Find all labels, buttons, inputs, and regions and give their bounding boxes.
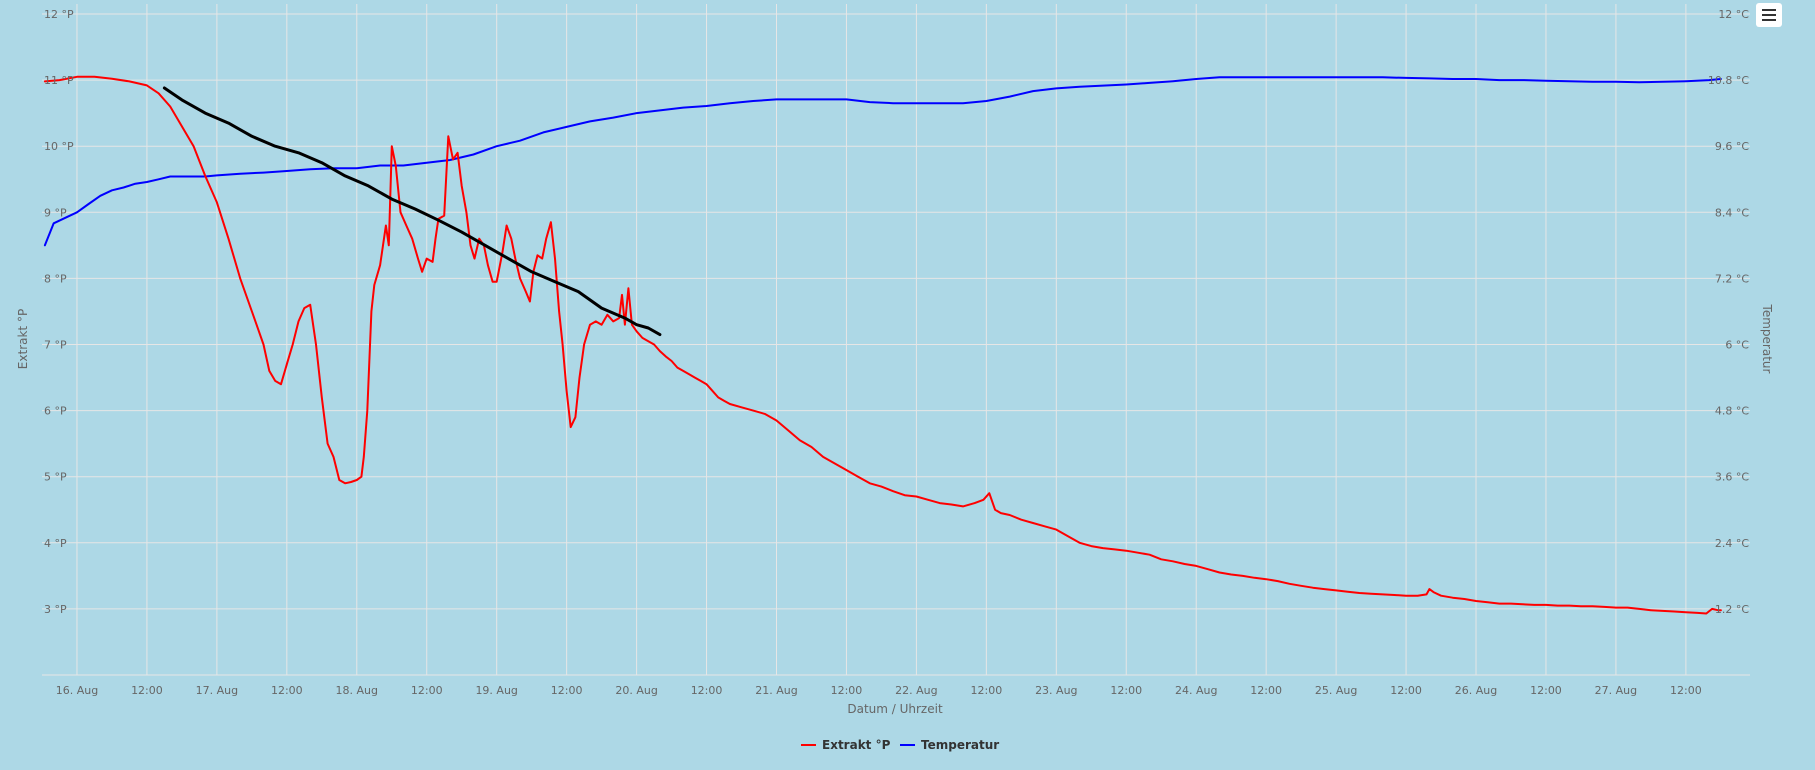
x-tick-label: 17. Aug	[196, 684, 238, 697]
y-right-tick-label: 2.4 °C	[1715, 537, 1749, 550]
y-left-tick-label: 6 °P	[44, 405, 67, 418]
right-y-axis-tick-labels: 1.2 °C 2.4 °C 3.6 °C 4.8 °C 6 °C 7.2 °C 8.4 °C…	[1708, 8, 1749, 616]
x-tick-label: 12:00	[1530, 684, 1562, 697]
x-tick-label: 19. Aug	[475, 684, 517, 697]
y-right-tick-label: 8.4 °C	[1715, 206, 1749, 219]
y-right-tick-label: 12 °C	[1718, 8, 1749, 21]
x-tick-label: 12:00	[271, 684, 303, 697]
y-right-tick-label: 10.8 °C	[1708, 74, 1749, 87]
hamburger-menu-icon-bar	[1762, 14, 1776, 16]
y-left-tick-label: 8 °P	[44, 272, 67, 285]
y-left-tick-label: 3 °P	[44, 603, 67, 616]
x-tick-label: 18. Aug	[336, 684, 378, 697]
vertical-gridlines	[76, 4, 1687, 675]
chart-menu-button[interactable]	[1756, 3, 1782, 27]
y-right-tick-label: 7.2 °C	[1715, 272, 1749, 285]
y-right-tick-label: 9.6 °C	[1715, 140, 1749, 153]
x-tick-label: 12:00	[551, 684, 583, 697]
x-tick-label: 20. Aug	[615, 684, 657, 697]
y-left-tick-label: 4 °P	[44, 537, 67, 550]
legend-item-extrakt[interactable]: Extrakt °P	[801, 738, 891, 752]
legend-item-temperatur[interactable]: Temperatur	[900, 738, 999, 752]
hamburger-menu-icon-bar	[1762, 19, 1776, 21]
y-left-tick-label: 11 °P	[44, 74, 74, 87]
y-left-tick-label: 5 °P	[44, 471, 67, 484]
x-tick-label: 12:00	[1110, 684, 1142, 697]
y-right-tick-label: 1.2 °C	[1715, 603, 1749, 616]
legend-label-temperatur: Temperatur	[921, 738, 999, 752]
x-tick-label: 23. Aug	[1035, 684, 1077, 697]
left-y-axis-tick-labels: 3 °P 4 °P 5 °P 6 °P 7 °P 8 °P 9 °P 10 °P 11 °P 12…	[44, 8, 74, 616]
y-left-tick-label: 12 °P	[44, 8, 74, 21]
x-tick-label: 16. Aug	[56, 684, 98, 697]
right-y-axis-title: Temperatur	[1760, 304, 1774, 374]
x-tick-label: 12:00	[131, 684, 163, 697]
x-axis-title: Datum / Uhrzeit	[847, 702, 943, 716]
legend: Extrakt °P Temperatur	[801, 738, 999, 752]
series-lines	[43, 75, 1722, 615]
left-y-axis-title: Extrakt °P	[16, 309, 30, 369]
x-tick-label: 12:00	[971, 684, 1003, 697]
y-left-tick-label: 10 °P	[44, 140, 74, 153]
x-tick-label: 12:00	[1390, 684, 1422, 697]
x-tick-label: 27. Aug	[1595, 684, 1637, 697]
y-right-tick-label: 6 °C	[1725, 339, 1749, 352]
series-line-reference	[162, 86, 662, 337]
x-tick-label: 25. Aug	[1315, 684, 1357, 697]
x-axis-tick-labels: 16. Aug 12:00 17. Aug 12:00 18. Aug 12:00 19. …	[56, 684, 1702, 697]
series-line-extrakt-p	[43, 75, 1722, 615]
horizontal-gridlines	[42, 13, 1750, 676]
x-tick-label: 12:00	[1670, 684, 1702, 697]
x-tick-label: 12:00	[831, 684, 863, 697]
x-tick-label: 24. Aug	[1175, 684, 1217, 697]
y-right-tick-label: 4.8 °C	[1715, 405, 1749, 418]
series-line-temperatur	[43, 76, 1722, 247]
hamburger-menu-icon	[1762, 9, 1776, 11]
x-tick-label: 26. Aug	[1455, 684, 1497, 697]
x-tick-label: 22. Aug	[895, 684, 937, 697]
x-tick-label: 12:00	[1250, 684, 1282, 697]
legend-label-extrakt: Extrakt °P	[822, 738, 891, 752]
x-tick-label: 12:00	[411, 684, 443, 697]
x-tick-label: 12:00	[691, 684, 723, 697]
y-left-tick-label: 7 °P	[44, 339, 67, 352]
x-tick-label: 21. Aug	[755, 684, 797, 697]
y-left-tick-label: 9 °P	[44, 206, 67, 219]
y-right-tick-label: 3.6 °C	[1715, 471, 1749, 484]
